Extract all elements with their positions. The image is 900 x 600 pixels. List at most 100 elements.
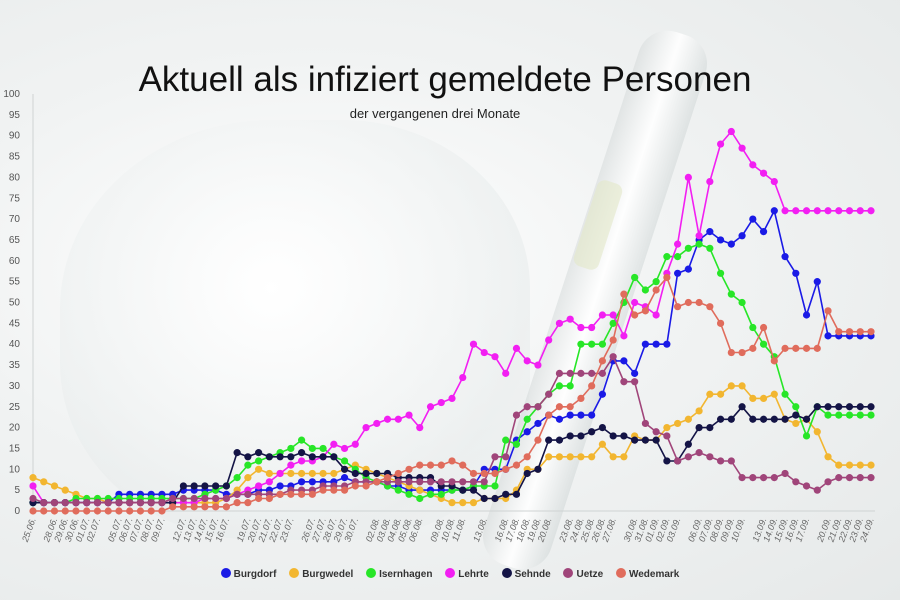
data-point: [179, 482, 188, 490]
data-point: [469, 340, 478, 348]
data-point: [845, 207, 854, 215]
data-point: [620, 290, 628, 298]
data-point: [577, 394, 585, 403]
legend-marker: [615, 568, 626, 578]
data-point: [255, 465, 263, 473]
data-point: [867, 403, 875, 411]
data-point: [136, 507, 145, 515]
data-point: [502, 453, 510, 461]
data-point: [716, 457, 725, 465]
y-tick-label: 80: [9, 172, 21, 183]
legend-item-lehrte[interactable]: Lehrte: [445, 568, 489, 580]
data-point: [684, 415, 692, 423]
data-point: [695, 298, 703, 307]
series-line: [33, 276, 871, 512]
data-point: [566, 403, 574, 411]
data-point: [104, 499, 112, 507]
data-point: [61, 499, 69, 507]
data-point: [287, 490, 295, 498]
data-point: [555, 319, 564, 327]
legend-item-sehnde[interactable]: Sehnde: [501, 568, 551, 580]
data-point: [416, 478, 424, 486]
data-point: [330, 440, 338, 448]
legend-item-burgdorf[interactable]: Burgdorf: [220, 568, 277, 580]
data-point: [491, 469, 499, 478]
legend-marker: [563, 568, 574, 578]
data-point: [631, 273, 639, 282]
y-tick-label: 25: [9, 402, 21, 413]
series-isernhagen: [29, 240, 875, 507]
data-point: [72, 499, 80, 507]
data-point: [416, 494, 424, 503]
data-point: [867, 207, 875, 215]
y-tick-label: 50: [9, 298, 21, 309]
legend-item-isernhagen[interactable]: Isernhagen: [366, 568, 432, 580]
data-point: [706, 303, 714, 311]
y-tick-label: 0: [14, 506, 20, 517]
data-point: [448, 499, 456, 507]
data-point: [287, 469, 295, 478]
data-point: [727, 127, 735, 136]
data-point: [577, 453, 585, 461]
data-point: [706, 424, 714, 432]
data-point: [609, 336, 617, 344]
data-point: [770, 207, 778, 215]
data-point: [727, 457, 735, 465]
data-point: [770, 474, 778, 482]
data-point: [297, 490, 306, 498]
data-point: [577, 369, 585, 377]
data-point: [727, 348, 735, 357]
data-point: [426, 490, 435, 498]
data-point: [813, 486, 821, 494]
legend: Burgdorf Burgwedel Isernhagen Lehrte Seh…: [0, 568, 900, 580]
legend-marker: [445, 568, 456, 578]
data-point: [824, 453, 832, 461]
data-point: [674, 303, 682, 311]
data-point: [609, 353, 617, 361]
data-point: [835, 474, 843, 482]
data-point: [695, 240, 703, 248]
data-point: [190, 482, 198, 490]
data-point: [684, 298, 692, 307]
data-point: [265, 453, 273, 461]
data-point: [512, 440, 521, 448]
data-point: [845, 328, 854, 336]
y-tick-label: 55: [9, 277, 21, 288]
data-point: [319, 486, 327, 494]
legend-label: Sehnde: [514, 569, 551, 580]
data-point: [222, 503, 230, 511]
data-point: [716, 140, 725, 148]
data-point: [792, 419, 800, 428]
data-point: [469, 469, 478, 478]
data-point: [308, 453, 316, 461]
data-point: [759, 415, 768, 423]
data-point: [867, 461, 875, 469]
data-point: [652, 428, 660, 436]
data-point: [598, 311, 607, 319]
data-point: [856, 207, 864, 215]
data-point: [340, 457, 349, 465]
data-point: [641, 436, 649, 444]
data-point: [61, 486, 69, 494]
data-point: [566, 382, 574, 390]
data-point: [792, 344, 800, 352]
data-point: [620, 357, 628, 365]
legend-item-burgwedel[interactable]: Burgwedel: [289, 568, 353, 580]
data-point: [190, 503, 198, 511]
data-point: [502, 465, 510, 473]
data-point: [738, 232, 746, 240]
data-point: [738, 298, 746, 307]
data-point: [287, 461, 295, 469]
y-tick-label: 85: [9, 152, 21, 163]
legend-item-wedemark[interactable]: Wedemark: [615, 568, 679, 580]
data-point: [448, 478, 456, 486]
data-point: [29, 507, 37, 515]
data-point: [437, 478, 445, 486]
data-point: [759, 394, 768, 403]
data-point: [631, 369, 639, 377]
data-point: [244, 499, 252, 507]
data-point: [663, 432, 671, 440]
legend-label: Burgdorf: [233, 569, 277, 580]
legend-item-uetze[interactable]: Uetze: [563, 568, 603, 580]
data-point: [813, 278, 821, 286]
